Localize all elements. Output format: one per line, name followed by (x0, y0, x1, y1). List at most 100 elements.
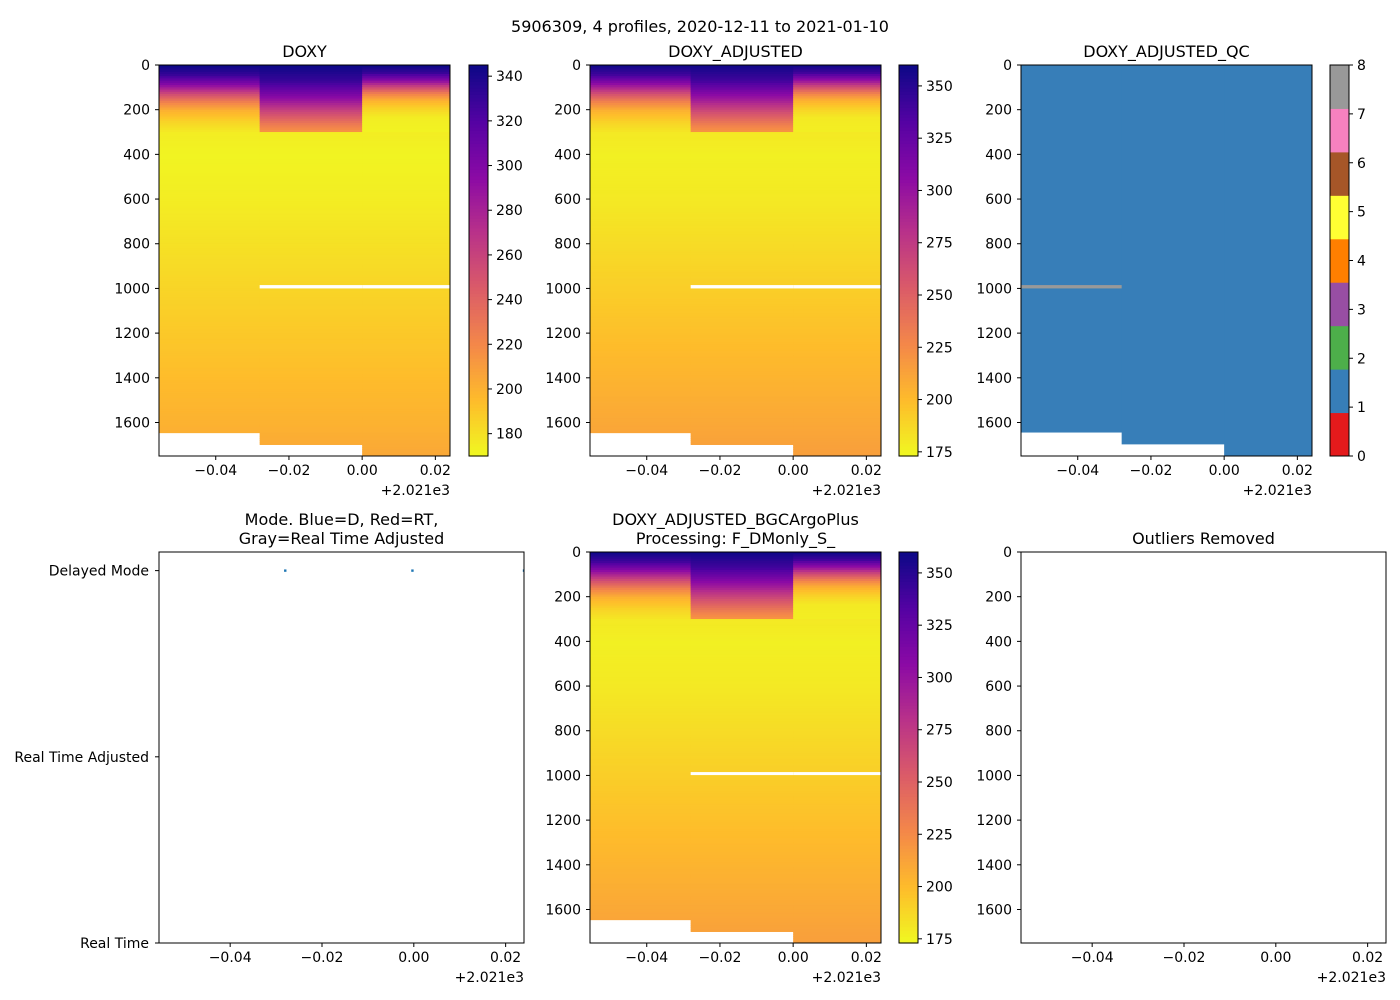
colorbar-swatch (469, 299, 488, 304)
qc-profile-column (1021, 65, 1123, 433)
colorbar-swatch (899, 666, 918, 670)
colorbar-swatch (899, 162, 918, 167)
colorbar-swatch (899, 581, 918, 586)
y-tick-label: 200 (985, 103, 1012, 119)
colorbar-tick-label: 6 (1357, 156, 1366, 172)
colorbar-tick-label: 280 (496, 203, 523, 219)
colorbar-swatch (469, 152, 488, 157)
panel-mode: −0.04 −0.02 0.00 0.02 +2.021e3 Real Time Real … (14, 510, 525, 986)
colorbar-swatch (899, 179, 918, 183)
profile-column (793, 552, 881, 943)
colorbar-swatch (899, 198, 918, 203)
colorbar-swatch (899, 841, 918, 846)
y-tick-label: 800 (554, 237, 581, 253)
colorbar-doxy_qc: 0 1 2 3 4 5 6 7 8 (1329, 58, 1366, 465)
colorbar-swatch (1330, 412, 1349, 457)
data-gap-band (362, 285, 450, 289)
colorbar-swatch (899, 718, 918, 723)
colorbar-swatch (899, 767, 918, 771)
colorbar-swatch (899, 283, 918, 288)
colorbar-swatch (899, 381, 918, 385)
colorbar-swatch (899, 597, 918, 602)
panel-title: Gray=Real Time Adjusted (239, 529, 445, 548)
colorbar-swatch (469, 250, 488, 255)
y-tick-label: 1400 (114, 371, 150, 387)
colorbar-swatch (899, 247, 918, 252)
colorbar-swatch (899, 695, 918, 700)
colorbar-swatch (1330, 282, 1349, 327)
colorbar-swatch (469, 146, 488, 151)
colorbar-swatch (899, 433, 918, 438)
colorbar-swatch (1330, 238, 1349, 283)
colorbar-swatch (899, 623, 918, 628)
colorbar-swatch (899, 97, 918, 102)
colorbar-swatch (899, 757, 918, 762)
colorbar-swatch (469, 423, 488, 428)
colorbar-swatch (899, 871, 918, 876)
colorbar-swatch (899, 923, 918, 928)
colorbar-swatch (899, 309, 918, 314)
colorbar-swatch (899, 574, 918, 579)
mode-point (522, 569, 524, 572)
colorbar-swatch (469, 247, 488, 252)
colorbar-swatch (899, 613, 918, 618)
colorbar-swatch (899, 561, 918, 566)
colorbar-doxy_adj: 175 200 225 250 275 300 325 350 (898, 64, 953, 461)
y-tick-label: 800 (123, 237, 150, 253)
colorbar-swatch (899, 809, 918, 814)
colorbar-swatch (899, 390, 918, 395)
colorbar-swatch (899, 68, 918, 73)
colorbar-swatch (899, 237, 918, 242)
colorbar-swatch (469, 280, 488, 284)
colorbar-swatch (469, 195, 488, 200)
y-tick-label: 200 (554, 590, 581, 606)
colorbar-swatch (899, 240, 918, 245)
colorbar-swatch (899, 936, 918, 941)
colorbar-swatch (899, 692, 918, 696)
colorbar-swatch (899, 306, 918, 310)
colorbar-swatch (899, 838, 918, 843)
colorbar-tick-label: 225 (926, 340, 953, 356)
figure-suptitle: 5906309, 4 profiles, 2020-12-11 to 2021-… (511, 17, 889, 36)
colorbar-swatch (899, 94, 918, 99)
colorbar-swatch (469, 68, 488, 73)
colorbar-swatch (899, 672, 918, 677)
colorbar-swatch (1330, 195, 1349, 240)
colorbar-swatch (469, 139, 488, 144)
colorbar-swatch (899, 688, 918, 693)
colorbar-swatch (899, 815, 918, 820)
colorbar-swatch (899, 731, 918, 736)
colorbar-swatch (899, 368, 918, 372)
colorbar-tick-label: 200 (496, 382, 523, 398)
colorbar-swatch (899, 374, 918, 379)
colorbar-swatch (899, 413, 918, 418)
colorbar-swatch (469, 156, 488, 161)
data-gap-band (690, 772, 794, 776)
colorbar-swatch (469, 179, 488, 183)
colorbar-swatch (469, 273, 488, 278)
colorbar-swatch (899, 669, 918, 674)
mode-point (411, 569, 414, 572)
colorbar-swatch (469, 182, 488, 187)
y-tick-label: 1600 (545, 902, 581, 918)
colorbar-tick-label: 250 (926, 775, 953, 791)
colorbar-swatch (899, 338, 918, 343)
colorbar-swatch (469, 364, 488, 369)
colorbar-swatch (469, 214, 488, 219)
profile-column (690, 552, 794, 932)
colorbar-swatch (899, 407, 918, 411)
mode-point (284, 569, 287, 572)
colorbar-swatch (469, 120, 488, 125)
colorbar-frame (898, 551, 919, 944)
colorbar-swatch (899, 851, 918, 856)
colorbar-swatch (899, 377, 918, 382)
colorbar-swatch (469, 446, 488, 451)
x-tick-label: 0.00 (778, 950, 809, 966)
colorbar-swatch (899, 400, 918, 405)
colorbar-swatch (899, 387, 918, 392)
colorbar-swatch (899, 825, 918, 830)
colorbar-swatch (469, 348, 488, 353)
x-tick-label: 0.00 (1209, 463, 1240, 479)
colorbar-tick-label: 175 (926, 932, 953, 948)
